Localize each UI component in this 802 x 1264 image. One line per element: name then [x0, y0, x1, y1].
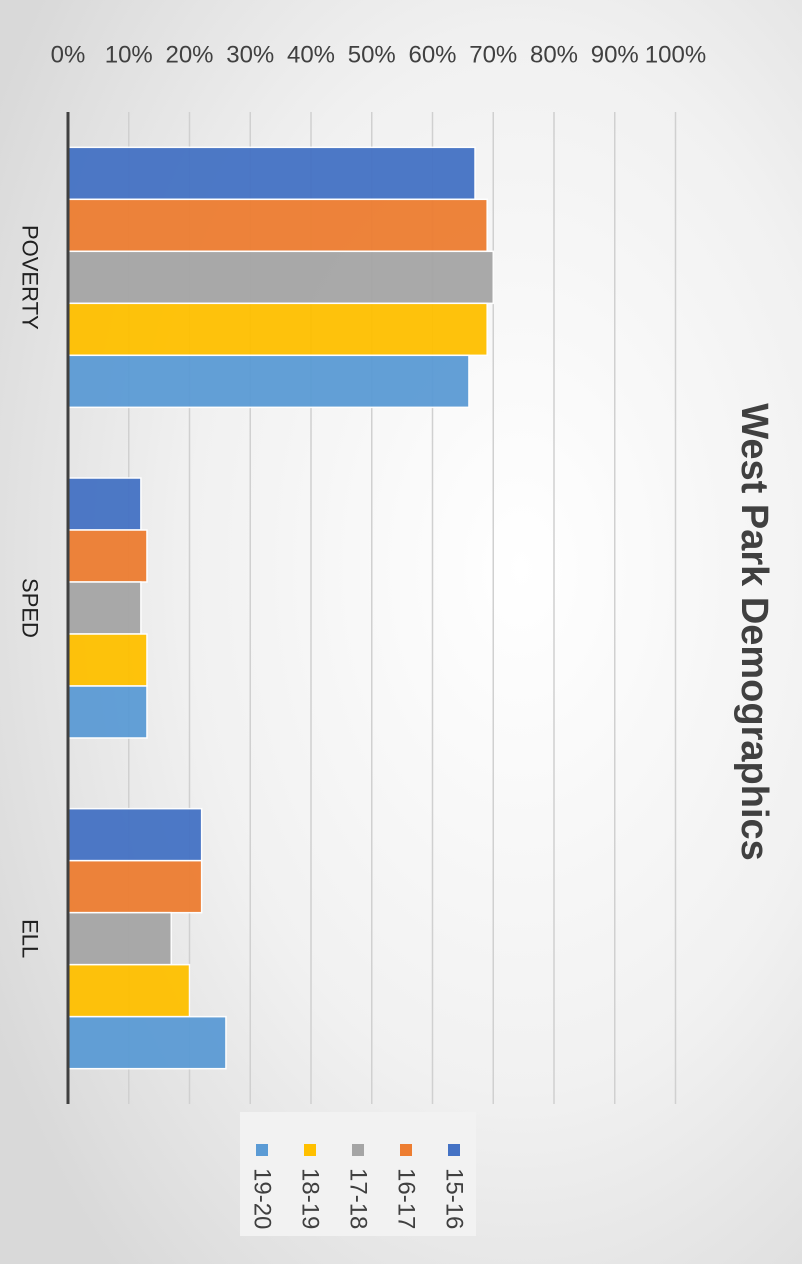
- chart-area: 0% 10% 20% 30% 40% 50% 60% 70% 80% 90% 100% POVERT…: [18, 42, 775, 1236]
- value-tick-label: 10%: [105, 42, 153, 69]
- value-tick-label: 40%: [287, 42, 335, 69]
- value-tick-label: 70%: [469, 42, 517, 69]
- bar: [67, 633, 148, 687]
- legend-swatch: [448, 1144, 460, 1156]
- legend-label: 17-18: [345, 1168, 372, 1229]
- value-tick-label: 60%: [408, 42, 456, 69]
- legend-label: 15-16: [441, 1168, 468, 1229]
- category-label: POVERTY: [18, 225, 43, 330]
- legend-label: 18-19: [297, 1168, 324, 1229]
- bar: [67, 581, 142, 635]
- value-tick-label: 30%: [226, 42, 274, 69]
- chart-title: West Park Demographics: [733, 403, 775, 861]
- bar: [67, 911, 173, 966]
- legend: 15-16 16-17 17-18 18-19 19-20: [240, 1112, 476, 1236]
- legend-swatch: [304, 1144, 316, 1156]
- value-tick-label: 90%: [591, 42, 639, 69]
- category-label: SPED: [18, 578, 43, 638]
- value-tick-label: 100%: [645, 42, 706, 69]
- bar: [67, 250, 494, 305]
- bar: [67, 529, 148, 583]
- category-axis: POVERTY SPED ELL: [18, 225, 43, 958]
- bar: [67, 963, 191, 1018]
- bar: [67, 146, 476, 201]
- value-tick-label: 0%: [51, 42, 86, 69]
- value-tick-label: 20%: [165, 42, 213, 69]
- bar: [67, 302, 488, 357]
- bar: [67, 354, 470, 409]
- bar: [67, 685, 148, 739]
- category-label: ELL: [18, 919, 43, 958]
- value-tick-label: 80%: [530, 42, 578, 69]
- value-tick-label: 50%: [348, 42, 396, 69]
- legend-swatch: [256, 1144, 268, 1156]
- legend-swatch: [400, 1144, 412, 1156]
- legend-label: 16-17: [393, 1168, 420, 1229]
- legend-swatch: [352, 1144, 364, 1156]
- legend-box: [240, 1112, 476, 1236]
- bar: [67, 859, 203, 914]
- bar: [67, 807, 203, 862]
- bar: [67, 198, 488, 253]
- bars: [67, 146, 494, 1070]
- bar: [67, 1015, 227, 1070]
- bar: [67, 477, 142, 531]
- legend-label: 19-20: [249, 1168, 276, 1229]
- value-axis: 0% 10% 20% 30% 40% 50% 60% 70% 80% 90% 100%: [51, 42, 707, 69]
